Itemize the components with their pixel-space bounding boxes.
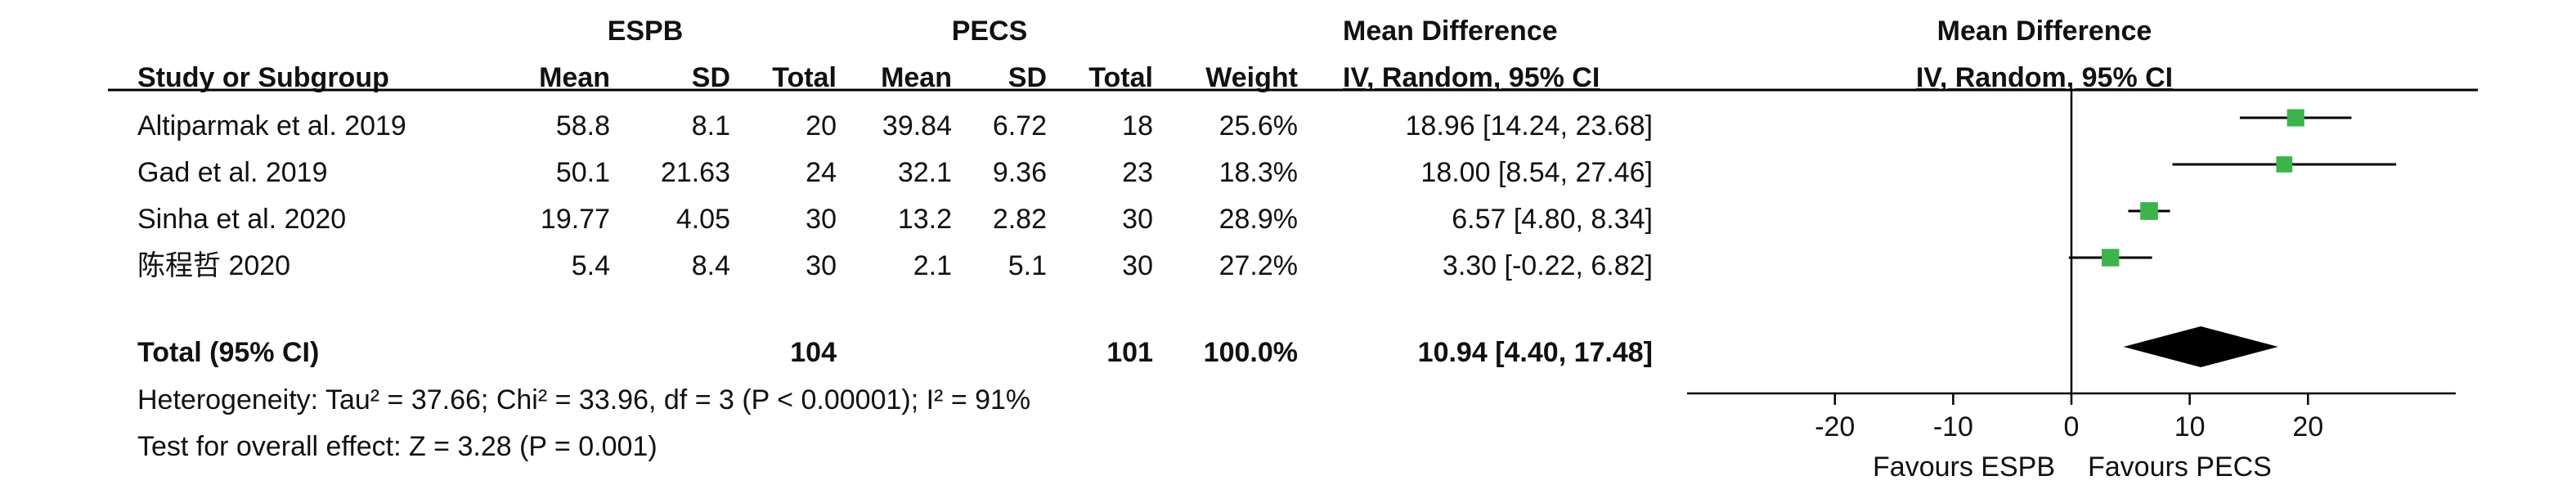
mean-c-value: 39.84: [882, 110, 952, 141]
table-row: 陈程哲 2020 5.4 8.4 30 2.1 5.1 30 27.2% 3.30 [-0.22…: [137, 250, 1653, 281]
total-c-sum: 101: [1106, 337, 1153, 368]
total-effect-ci: 10.94 [4.40, 17.48]: [1418, 337, 1653, 368]
col-mean-e: Mean: [539, 62, 610, 93]
weight-value: 27.2%: [1219, 250, 1298, 281]
study-marker: [2276, 156, 2293, 173]
mean-c-value: 32.1: [898, 157, 952, 188]
header-control: PECS: [952, 16, 1028, 47]
pooled-diamond: [2123, 326, 2278, 367]
total-c-value: 23: [1122, 157, 1153, 188]
study-marker: [2140, 202, 2158, 220]
favours-right-label: Favours PECS: [2088, 451, 2272, 483]
x-tick-label: 10: [2174, 411, 2206, 442]
total-e-value: 24: [806, 157, 837, 188]
favours-left-label: Favours ESPB: [1873, 451, 2055, 483]
mean-e-value: 19.77: [541, 204, 610, 235]
col-sd-e: SD: [692, 62, 730, 93]
table-row: Gad et al. 2019 50.1 21.63 24 32.1 9.36 23 18.3…: [137, 157, 1653, 188]
total-e-value: 30: [806, 204, 837, 235]
col-total-c: Total: [1088, 62, 1153, 93]
sd-e-value: 8.1: [692, 110, 730, 141]
sd-c-value: 6.72: [993, 110, 1047, 141]
effect-ci-value: 18.00 [8.54, 27.46]: [1420, 157, 1653, 188]
total-e-value: 30: [806, 250, 837, 281]
study-name: Gad et al. 2019: [137, 157, 328, 188]
sd-c-value: 2.82: [993, 204, 1047, 235]
col-study: Study or Subgroup: [137, 62, 389, 93]
sd-e-value: 4.05: [676, 204, 730, 235]
study-name: Sinha et al. 2020: [137, 204, 346, 235]
total-e-sum: 104: [790, 337, 837, 368]
col-effect: IV, Random, 95% CI: [1343, 62, 1600, 93]
table-row: Sinha et al. 2020 19.77 4.05 30 13.2 2.82 30 28…: [137, 204, 1653, 235]
weight-value: 25.6%: [1219, 110, 1298, 141]
header-experimental: ESPB: [608, 16, 684, 47]
x-tick-label: 0: [2064, 411, 2080, 442]
sd-e-value: 8.4: [692, 250, 730, 281]
effect-ci-value: 6.57 [4.80, 8.34]: [1452, 204, 1653, 235]
total-c-value: 30: [1122, 250, 1153, 281]
sd-e-value: 21.63: [661, 157, 730, 188]
x-tick-label: 20: [2292, 411, 2323, 442]
sd-c-value: 9.36: [993, 157, 1047, 188]
total-row: Total (95% CI) 104 101 100.0% 10.94 [4.40, 1…: [137, 337, 1653, 368]
study-name: 陈程哲 2020: [137, 250, 290, 281]
sd-c-value: 5.1: [1008, 250, 1047, 281]
x-tick-label: -10: [1933, 411, 1973, 442]
col-total-e: Total: [772, 62, 837, 93]
total-label: Total (95% CI): [137, 337, 319, 368]
effect-ci-value: 3.30 [-0.22, 6.82]: [1443, 250, 1653, 281]
weight-value: 18.3%: [1219, 157, 1298, 188]
forest-plot-area: -20 -10 0 10 20 Favours ESPB Favours PECS: [1687, 90, 2456, 483]
study-name: Altiparmak et al. 2019: [137, 110, 406, 141]
mean-e-value: 5.4: [572, 250, 610, 281]
table-row: Altiparmak et al. 2019 58.8 8.1 20 39.84 6.72…: [137, 110, 1653, 141]
mean-e-value: 50.1: [556, 157, 610, 188]
col-plot-method: IV, Random, 95% CI: [1916, 62, 2173, 93]
study-marker: [2102, 249, 2120, 267]
effect-ci-value: 18.96 [14.24, 23.68]: [1406, 110, 1653, 141]
total-e-value: 20: [806, 110, 837, 141]
header-effect-table: Mean Difference: [1343, 16, 1558, 47]
x-tick-label: -20: [1815, 411, 1855, 442]
weight-value: 28.9%: [1219, 204, 1298, 235]
col-weight: Weight: [1205, 62, 1298, 93]
study-marker: [2287, 109, 2304, 127]
study-rows: Altiparmak et al. 2019 58.8 8.1 20 39.84 6.72…: [137, 110, 1653, 281]
col-sd-c: SD: [1008, 62, 1047, 93]
total-weight: 100.0%: [1204, 337, 1298, 368]
mean-c-value: 2.1: [913, 250, 952, 281]
header-effect-plot: Mean Difference: [1937, 16, 2152, 47]
col-mean-c: Mean: [881, 62, 952, 93]
heterogeneity-text: Heterogeneity: Tau² = 37.66; Chi² = 33.9…: [137, 384, 1030, 415]
mean-c-value: 13.2: [898, 204, 952, 235]
total-c-value: 30: [1122, 204, 1153, 235]
total-c-value: 18: [1122, 110, 1153, 141]
overall-effect-text: Test for overall effect: Z = 3.28 (P = 0…: [137, 431, 657, 462]
mean-e-value: 58.8: [556, 110, 610, 141]
